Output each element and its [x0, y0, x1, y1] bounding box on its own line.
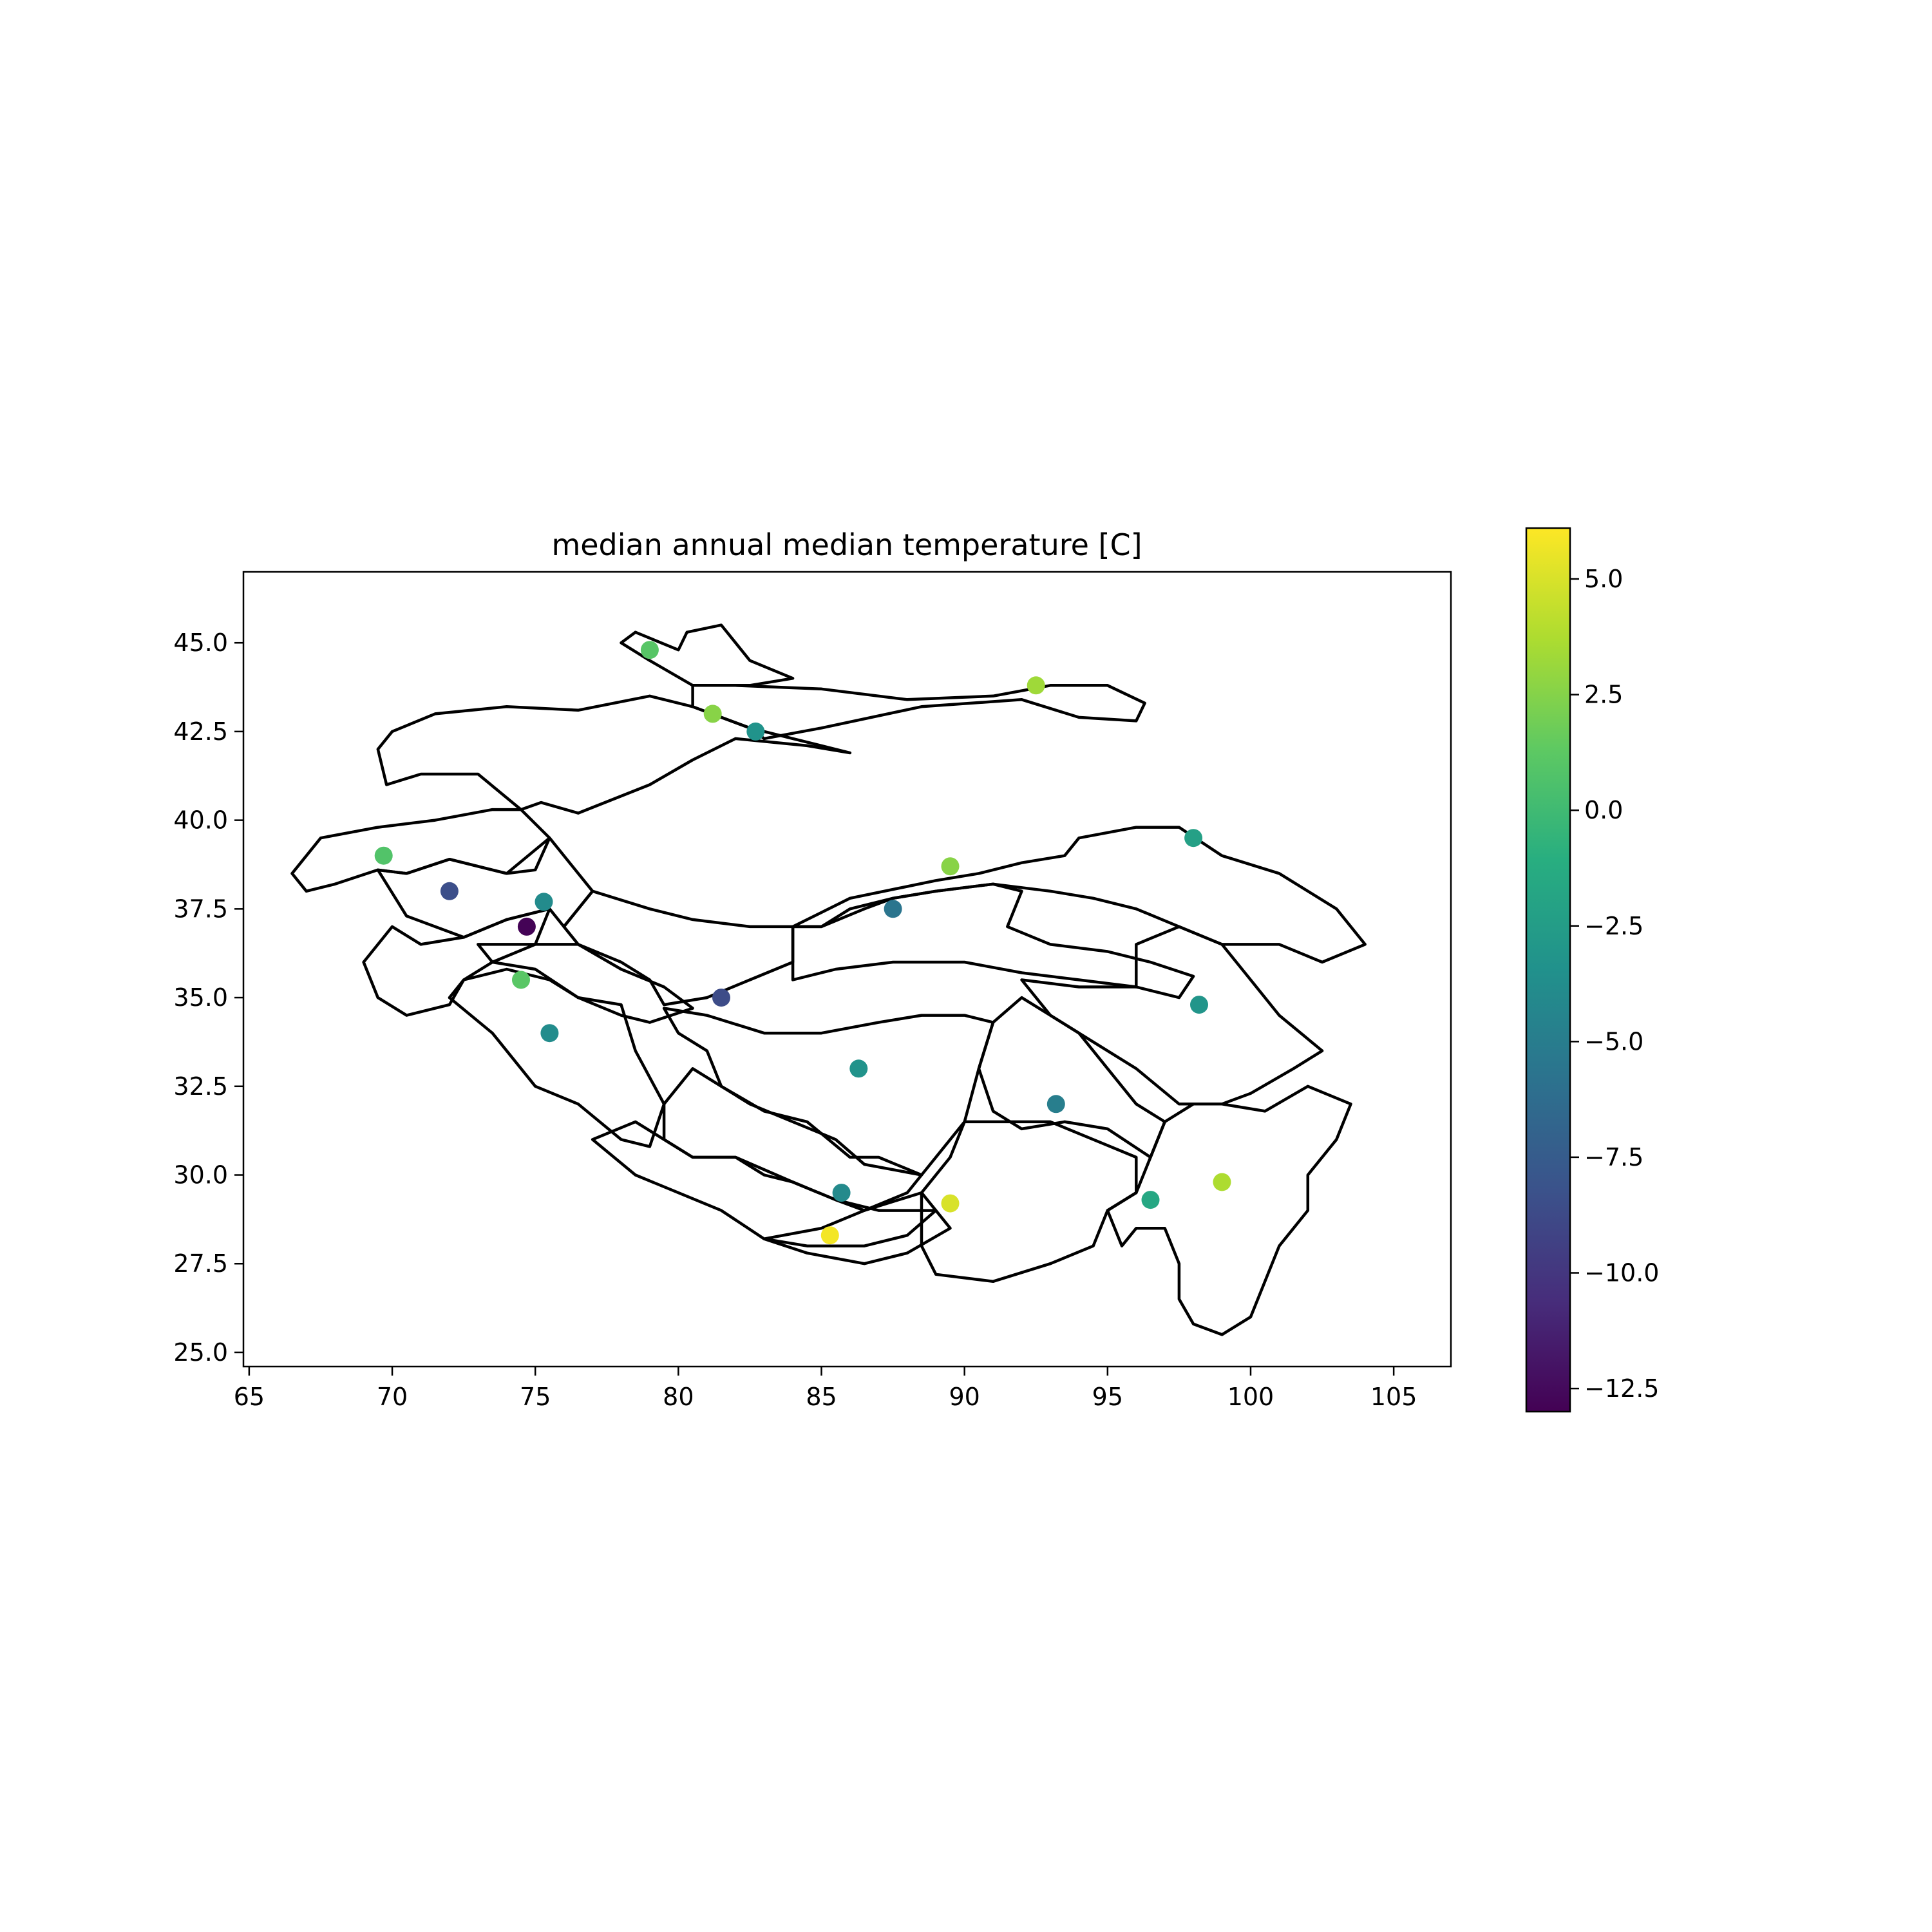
station-point-8 [512, 971, 530, 989]
y-tick-label-6: 40.0 [173, 806, 228, 835]
x-tick-label-6: 95 [1092, 1383, 1123, 1411]
station-point-11 [884, 900, 902, 918]
y-tick-label-8: 45.0 [173, 629, 228, 657]
station-point-4 [374, 846, 393, 865]
station-point-12 [941, 857, 960, 876]
station-point-18 [941, 1194, 960, 1213]
station-point-7 [517, 917, 536, 936]
x-tick-label-0: 65 [234, 1383, 265, 1411]
station-point-2 [746, 722, 765, 741]
station-points [374, 641, 1231, 1245]
station-point-1 [703, 705, 722, 723]
station-point-10 [712, 989, 730, 1007]
plot-frame [242, 571, 1452, 1368]
station-point-3 [1027, 676, 1045, 695]
basin-outline-12 [1020, 925, 1324, 1106]
colorbar-tick-label-5: −7.5 [1584, 1143, 1643, 1171]
basin-outline-16 [662, 1067, 923, 1212]
colorbar-tick-label-0: 5.0 [1584, 565, 1623, 593]
basin-outline-13 [977, 996, 1166, 1159]
x-tick-label-4: 85 [806, 1383, 837, 1411]
chart-title: median annual median temperature [C] [551, 527, 1142, 562]
y-tick-label-7: 42.5 [173, 717, 228, 746]
colorbar-tick-label-1: 2.5 [1584, 681, 1623, 709]
x-tick-label-3: 80 [663, 1383, 694, 1411]
station-point-19 [820, 1226, 839, 1245]
basin-outline-9 [791, 826, 1367, 964]
station-point-9 [540, 1024, 559, 1043]
basin-outlines [290, 623, 1367, 1336]
colorbar-tick-label-6: −10.0 [1584, 1259, 1659, 1287]
x-tick-label-7: 100 [1227, 1383, 1274, 1411]
y-tick-label-3: 32.5 [173, 1072, 228, 1101]
y-tick-label-2: 30.0 [173, 1161, 228, 1189]
basin-outline-8 [562, 889, 795, 1007]
basin-outline-4 [376, 836, 594, 939]
basin-outline-6 [448, 967, 666, 1148]
colorbar [1525, 527, 1571, 1413]
basin-outline-3 [290, 808, 551, 893]
colorbar-tick-label-7: −12.5 [1584, 1374, 1659, 1403]
x-tick-label-5: 90 [949, 1383, 980, 1411]
basin-outline-11 [662, 1007, 995, 1177]
station-point-5 [440, 882, 459, 900]
colorbar-tick-label-4: −5.0 [1584, 1027, 1643, 1056]
station-point-15 [849, 1059, 868, 1078]
basin-outline-15 [1106, 1084, 1352, 1336]
station-point-14 [1190, 996, 1208, 1014]
y-tick-label-5: 37.5 [173, 895, 228, 923]
station-point-6 [535, 893, 553, 911]
x-tick-label-2: 75 [520, 1383, 551, 1411]
y-tick-label-1: 27.5 [173, 1249, 228, 1278]
station-point-21 [1213, 1173, 1231, 1191]
colorbar-ticks: 5.0 2.5 0.0 −2.5 −5.0 −7.5 −10.0 −12.5 [1570, 565, 1659, 1403]
basin-outline-2 [376, 694, 852, 815]
station-point-17 [832, 1184, 851, 1202]
basin-outline-17 [591, 1120, 938, 1247]
basin-outline-18 [762, 1191, 952, 1265]
x-axis-ticks: 65 70 75 80 85 90 95 100 105 [234, 1367, 1417, 1411]
colorbar-tick-label-3: −2.5 [1584, 912, 1643, 940]
y-axis-ticks: 25.0 27.5 30.0 32.5 35.0 37.5 40.0 42.5 45.0 [173, 629, 243, 1367]
y-tick-label-0: 25.0 [173, 1338, 228, 1367]
station-point-20 [1141, 1191, 1160, 1209]
x-tick-label-1: 70 [377, 1383, 408, 1411]
station-point-0 [640, 641, 659, 659]
station-point-16 [1046, 1095, 1065, 1113]
y-tick-label-4: 35.0 [173, 983, 228, 1012]
station-point-13 [1184, 829, 1203, 848]
x-tick-label-8: 105 [1370, 1383, 1417, 1411]
colorbar-tick-label-2: 0.0 [1584, 796, 1623, 824]
basin-outline-10 [791, 882, 1195, 999]
basin-outline-7 [477, 943, 694, 1024]
